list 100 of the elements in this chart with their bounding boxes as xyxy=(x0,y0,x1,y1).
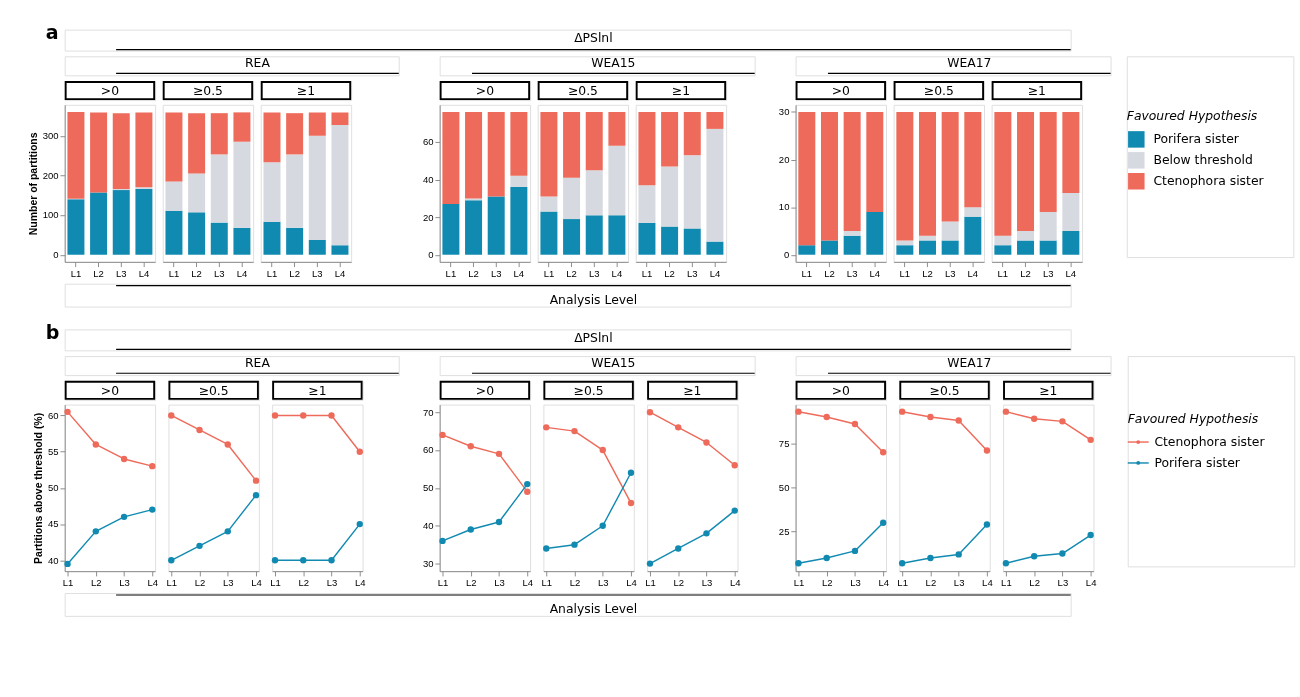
x-tick-label: L3 xyxy=(222,576,234,588)
bar xyxy=(866,211,884,255)
bar xyxy=(188,173,206,213)
x-tick-label: L3 xyxy=(597,576,609,588)
point xyxy=(524,480,531,488)
chart-title: ≥0.5 xyxy=(192,84,223,99)
x-tick-label: L3 xyxy=(119,576,130,588)
point xyxy=(675,545,682,552)
x-tick-label: L1 xyxy=(793,576,805,588)
bar xyxy=(661,166,679,227)
point xyxy=(1087,531,1094,539)
point xyxy=(823,554,830,562)
point xyxy=(731,462,738,469)
bar xyxy=(233,227,251,255)
bar xyxy=(843,235,861,255)
text: REA xyxy=(245,355,271,370)
bar xyxy=(896,245,914,255)
bar xyxy=(638,111,656,186)
x-tick-label: L2 xyxy=(468,267,479,279)
x-tick-label: L4 xyxy=(513,267,525,279)
x-tick-label: L2 xyxy=(925,576,937,588)
x-tick-label: L4 xyxy=(1085,576,1097,588)
bar xyxy=(67,111,85,199)
x-tick-label: L1 xyxy=(1001,576,1012,588)
point xyxy=(224,528,231,535)
x-tick-label: L1 xyxy=(445,267,457,279)
x-tick-label: L4 xyxy=(709,267,721,279)
bar xyxy=(465,111,483,199)
bar xyxy=(210,113,228,155)
point xyxy=(149,506,156,513)
bar xyxy=(683,111,701,156)
x-tick-label: L2 xyxy=(1020,267,1031,279)
bar xyxy=(994,245,1012,255)
x-tick-label: L1 xyxy=(541,576,552,588)
bar xyxy=(263,162,281,222)
legend-label: Ctenophora sister xyxy=(1153,174,1265,189)
x-tick-label: L1 xyxy=(266,267,278,279)
y-tick-label: 200 xyxy=(42,169,59,181)
x-tick-label: L1 xyxy=(897,576,908,588)
y-tick-label: 20 xyxy=(422,211,434,223)
legend-label: Porifera sister xyxy=(1153,132,1240,147)
x-tick-label: L3 xyxy=(846,267,858,279)
bar xyxy=(608,215,626,255)
x-tick-label: L4 xyxy=(611,267,623,279)
y-tick-label: 25 xyxy=(778,525,790,537)
x-tick-label: L2 xyxy=(569,576,581,588)
x-tick-label: L3 xyxy=(312,267,323,279)
bar xyxy=(1039,240,1057,255)
y-tick-label: 0 xyxy=(784,249,790,261)
y-tick-label: 60 xyxy=(422,444,434,456)
point xyxy=(599,446,606,454)
bar xyxy=(188,113,206,174)
bar xyxy=(585,215,603,255)
bar xyxy=(308,112,326,136)
point xyxy=(675,424,682,431)
legend-title: Favoured Hypothesis xyxy=(1126,109,1258,124)
bar xyxy=(798,111,816,246)
bar xyxy=(1017,111,1035,231)
x-tick-label: L4 xyxy=(251,576,262,588)
x-tick-label: L2 xyxy=(465,576,477,588)
x-tick-label: L1 xyxy=(997,267,1009,279)
x-tick-label: L2 xyxy=(566,267,577,279)
x-tick-label: L1 xyxy=(168,267,180,279)
x-tick-label: L3 xyxy=(701,576,713,588)
y-tick-label: 0 xyxy=(428,249,434,261)
point xyxy=(196,426,203,434)
point xyxy=(495,518,503,526)
point xyxy=(252,491,260,499)
y-axis-title: Partitions above threshold (%) xyxy=(33,412,45,564)
x-tick-label: L2 xyxy=(298,576,310,588)
point xyxy=(271,557,279,564)
bar xyxy=(941,221,959,241)
legend-title: Favoured Hypothesis xyxy=(1127,411,1259,426)
point xyxy=(524,488,531,495)
point xyxy=(467,443,474,450)
x-tick-label: L4 xyxy=(138,267,150,279)
bar xyxy=(442,111,460,205)
bar xyxy=(487,111,505,197)
bar xyxy=(263,221,281,255)
point xyxy=(983,521,991,528)
point xyxy=(120,455,128,463)
point xyxy=(252,477,260,484)
bar xyxy=(638,222,656,255)
bar xyxy=(210,222,228,255)
point xyxy=(467,526,474,533)
bar xyxy=(563,111,581,178)
legend-label: Porifera sister xyxy=(1154,455,1241,470)
bar xyxy=(683,155,701,229)
y-tick-label: 30 xyxy=(778,106,790,118)
bar xyxy=(233,112,251,142)
legend-label: Ctenophora sister xyxy=(1154,434,1266,449)
point xyxy=(300,412,307,419)
y-axis-title: Number of partitions xyxy=(27,132,39,236)
point xyxy=(64,560,71,568)
y-tick-label: 40 xyxy=(422,173,434,185)
point xyxy=(1030,553,1038,560)
x-tick-label: L3 xyxy=(1042,267,1054,279)
chart-title: ≥0.5 xyxy=(923,84,954,99)
y-tick-label: 0 xyxy=(53,249,59,261)
x-tick-label: L3 xyxy=(944,267,956,279)
